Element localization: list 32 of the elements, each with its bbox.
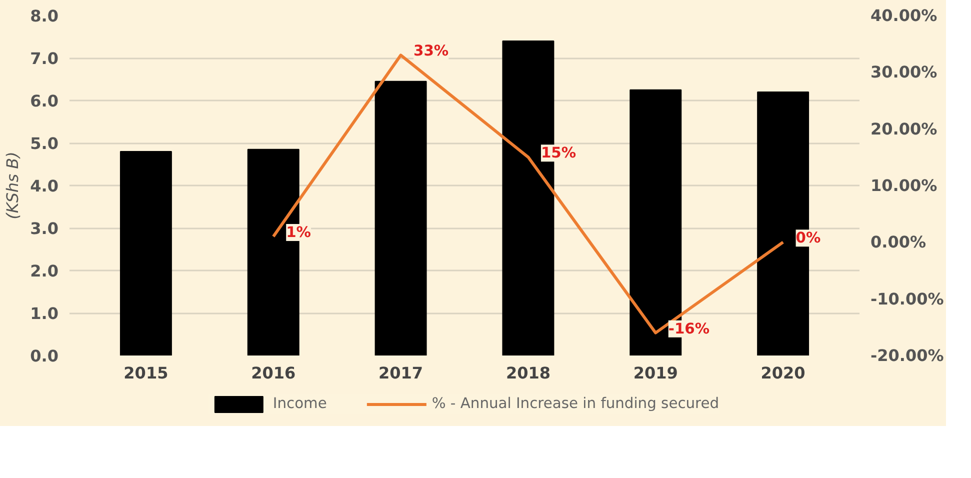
x-tick-label: 2016 [251,364,296,382]
y-tick-label: 2.0 [30,262,58,280]
y-axis-title: (KShs B) [3,152,22,220]
y-tick-label: 8.0 [30,6,58,26]
y2-tick-label: 10.00% [870,176,938,195]
legend-label: % - Annual Increase in funding secured [432,395,720,412]
legend-label: Income [272,395,327,412]
x-tick-label: 2015 [124,364,168,382]
bar [120,151,172,356]
y2-tick-label: 40.00% [870,6,938,25]
y-tick-label: 0.0 [30,346,58,366]
y2-tick-label: 30.00% [870,62,938,82]
y2-tick-label: 0.00% [870,232,926,252]
data-label: -16% [668,320,710,338]
y-tick-label: 7.0 [30,49,58,68]
y2-tick-label: -10.00% [870,289,944,308]
x-tick-label: 2020 [760,364,806,382]
y-tick-label: 1.0 [30,304,58,323]
data-label: 15% [540,144,576,162]
x-tick-label: 2017 [378,364,424,382]
y-tick-label: 5.0 [30,134,58,153]
y2-tick-label: 20.00% [870,119,938,138]
data-label: 33% [414,42,449,60]
bar [374,80,427,356]
y2-tick-label: -20.00% [870,346,944,365]
y-tick-label: 6.0 [30,92,58,110]
x-tick-label: 2019 [633,364,678,382]
y-tick-label: 4.0 [30,176,58,196]
y-tick-label: 3.0 [30,219,58,238]
x-tick-label: 2018 [506,364,550,382]
data-label: 0% [796,230,821,247]
data-label: 1% [286,224,312,241]
